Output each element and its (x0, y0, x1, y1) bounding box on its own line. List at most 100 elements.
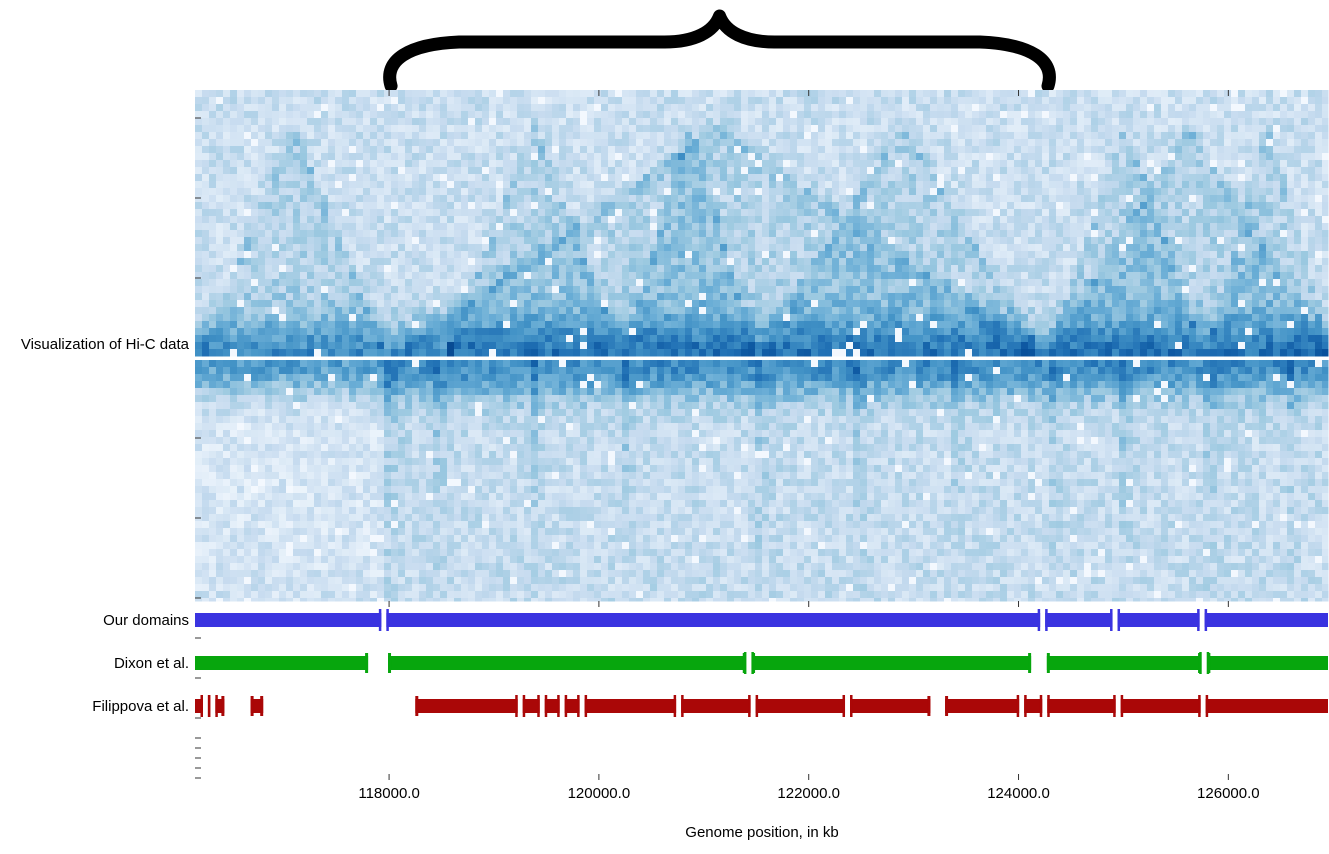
heatmap-cell (594, 265, 602, 273)
heatmap-cell (279, 104, 287, 112)
heatmap-cell (881, 146, 889, 154)
heatmap-cell (482, 132, 490, 140)
heatmap-cell (482, 118, 490, 126)
heatmap-cell (797, 97, 805, 105)
heatmap-cell (1189, 181, 1197, 189)
heatmap-cell (832, 209, 840, 217)
heatmap-cell (965, 223, 973, 231)
heatmap-cell (447, 237, 455, 245)
heatmap-cell (314, 286, 322, 294)
heatmap-cell (881, 209, 889, 217)
heatmap-cell (608, 160, 616, 168)
heatmap-cell (461, 111, 469, 119)
heatmap-cell (671, 272, 679, 280)
heatmap-cell (356, 167, 364, 175)
heatmap-cell (1007, 174, 1015, 182)
heatmap-cell (545, 223, 553, 231)
heatmap-cell (1119, 300, 1127, 308)
heatmap-cell (489, 272, 497, 280)
heatmap-cell (1077, 286, 1085, 294)
heatmap-cell (1189, 111, 1197, 119)
heatmap-cell (860, 251, 868, 259)
heatmap-cell (517, 125, 525, 133)
heatmap-cell (440, 244, 448, 252)
heatmap-cell (923, 181, 931, 189)
heatmap-cell (195, 132, 203, 140)
heatmap-cell (202, 300, 210, 308)
heatmap-cell (664, 251, 672, 259)
heatmap-cell (1273, 104, 1281, 112)
heatmap-cell (1266, 90, 1274, 98)
heatmap-cell (566, 97, 574, 105)
heatmap-cell (993, 223, 1001, 231)
heatmap-cell (580, 167, 588, 175)
heatmap-cell (881, 160, 889, 168)
heatmap-cell (1189, 160, 1197, 168)
heatmap-cell (727, 279, 735, 287)
heatmap-cell (727, 251, 735, 259)
heatmap-cell (377, 118, 385, 126)
heatmap-cell (335, 272, 343, 280)
heatmap-cell (909, 97, 917, 105)
heatmap-cell (776, 216, 784, 224)
heatmap-cell (1182, 237, 1190, 245)
heatmap-cell (930, 139, 938, 147)
heatmap-cell (1217, 97, 1225, 105)
heatmap-cell (762, 209, 770, 217)
heatmap-cell (447, 125, 455, 133)
heatmap-cell (811, 279, 819, 287)
heatmap-cell (1168, 202, 1176, 210)
heatmap-cell (384, 258, 392, 266)
heatmap-cell (944, 272, 952, 280)
heatmap-cell (1259, 279, 1267, 287)
heatmap-cell (433, 90, 441, 98)
heatmap-cell (370, 195, 378, 203)
heatmap-cell (685, 160, 693, 168)
heatmap-cell (363, 237, 371, 245)
heatmap-cell (1147, 272, 1155, 280)
heatmap-cell (496, 279, 504, 287)
heatmap-cell (237, 293, 245, 301)
heatmap-cell (1308, 272, 1316, 280)
heatmap-cell (916, 181, 924, 189)
heatmap-cell (706, 90, 714, 98)
heatmap-cell (895, 153, 903, 161)
heatmap-cell (818, 216, 826, 224)
heatmap-cell (461, 244, 469, 252)
heatmap-cell (706, 223, 714, 231)
heatmap-cell (370, 111, 378, 119)
heatmap-cell (944, 167, 952, 175)
heatmap-cell (573, 237, 581, 245)
heatmap-cell (1035, 139, 1043, 147)
heatmap-cell (944, 300, 952, 308)
heatmap-cell (545, 188, 553, 196)
heatmap-cell (391, 174, 399, 182)
heatmap-cell (713, 97, 721, 105)
heatmap-cell (608, 118, 616, 126)
heatmap-cell (370, 279, 378, 287)
heatmap-cell (916, 279, 924, 287)
heatmap-cell (1259, 146, 1267, 154)
heatmap-cell (1098, 251, 1106, 259)
heatmap-cell (328, 174, 336, 182)
heatmap-cell (727, 160, 735, 168)
heatmap-cell (1133, 300, 1141, 308)
heatmap-cell (1021, 118, 1029, 126)
heatmap-cell (1049, 118, 1057, 126)
heatmap-cell (433, 244, 441, 252)
heatmap-cell (1182, 265, 1190, 273)
heatmap-cell (1168, 118, 1176, 126)
heatmap-cell (923, 202, 931, 210)
heatmap-cell (594, 188, 602, 196)
heatmap-cell (755, 104, 763, 112)
heatmap-cell (1301, 223, 1309, 231)
heatmap-cell (279, 146, 287, 154)
heatmap-cell (1273, 216, 1281, 224)
heatmap-cell (405, 167, 413, 175)
heatmap-cell (944, 160, 952, 168)
heatmap-cell (1007, 258, 1015, 266)
heatmap-cell (335, 139, 343, 147)
heatmap-cell (1014, 146, 1022, 154)
heatmap-cell (993, 293, 1001, 301)
heatmap-cell (559, 153, 567, 161)
